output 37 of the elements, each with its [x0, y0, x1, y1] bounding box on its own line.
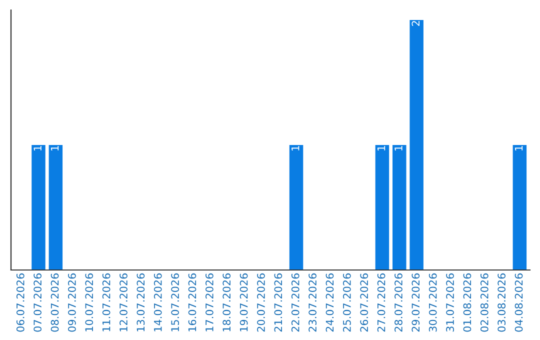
x-tick-label: 22.07.2026: [291, 273, 300, 332]
x-tick-label: 06.07.2026: [16, 273, 24, 332]
x-tick-label: 13.07.2026: [136, 273, 145, 332]
x-tick-label: 15.07.2026: [171, 273, 180, 332]
x-tick-label: 26.07.2026: [360, 273, 368, 332]
data-label: 1: [394, 146, 402, 150]
x-tick-label: 12.07.2026: [120, 273, 128, 332]
x-tick-label: 25.07.2026: [342, 273, 351, 332]
x-tick-label: 01.08.2026: [463, 273, 472, 332]
x-tick-label: 24.07.2026: [326, 273, 334, 332]
x-tick-label: 14.07.2026: [154, 273, 162, 332]
x-tick-label: 19.07.2026: [240, 273, 248, 332]
x-tick-label: 02.08.2026: [480, 273, 488, 332]
x-tick-label: 27.07.2026: [377, 273, 386, 332]
x-tick-label: 28.07.2026: [394, 273, 402, 332]
x-tick-label: 08.07.2026: [50, 273, 59, 332]
x-tick-label: 20.07.2026: [257, 273, 265, 332]
x-tick-label: 07.07.2026: [34, 273, 42, 332]
x-tick-label: 16.07.2026: [188, 273, 196, 332]
x-tick-label: 11.07.2026: [102, 273, 110, 332]
x-tick-label: 23.07.2026: [308, 273, 316, 332]
x-tick-label: 30.07.2026: [428, 273, 437, 332]
x-tick-label: 31.07.2026: [446, 273, 454, 332]
data-label: 1: [377, 146, 386, 150]
x-tick-label: 29.07.2026: [412, 273, 420, 332]
x-tick-label: 17.07.2026: [205, 273, 214, 332]
x-tick-label: 03.08.2026: [498, 273, 506, 332]
data-label: 1: [514, 146, 523, 150]
data-label: 2: [412, 21, 420, 26]
x-tick-label: 09.07.2026: [68, 273, 76, 332]
x-tick-label: 04.08.2026: [514, 273, 523, 332]
data-label: 1: [50, 146, 59, 150]
data-label: 1: [34, 146, 42, 150]
x-tick-label: 18.07.2026: [222, 273, 231, 332]
x-tick-label: 21.07.2026: [274, 273, 282, 332]
data-label: 1: [292, 146, 300, 150]
x-tick-label: 10.07.2026: [85, 273, 94, 332]
